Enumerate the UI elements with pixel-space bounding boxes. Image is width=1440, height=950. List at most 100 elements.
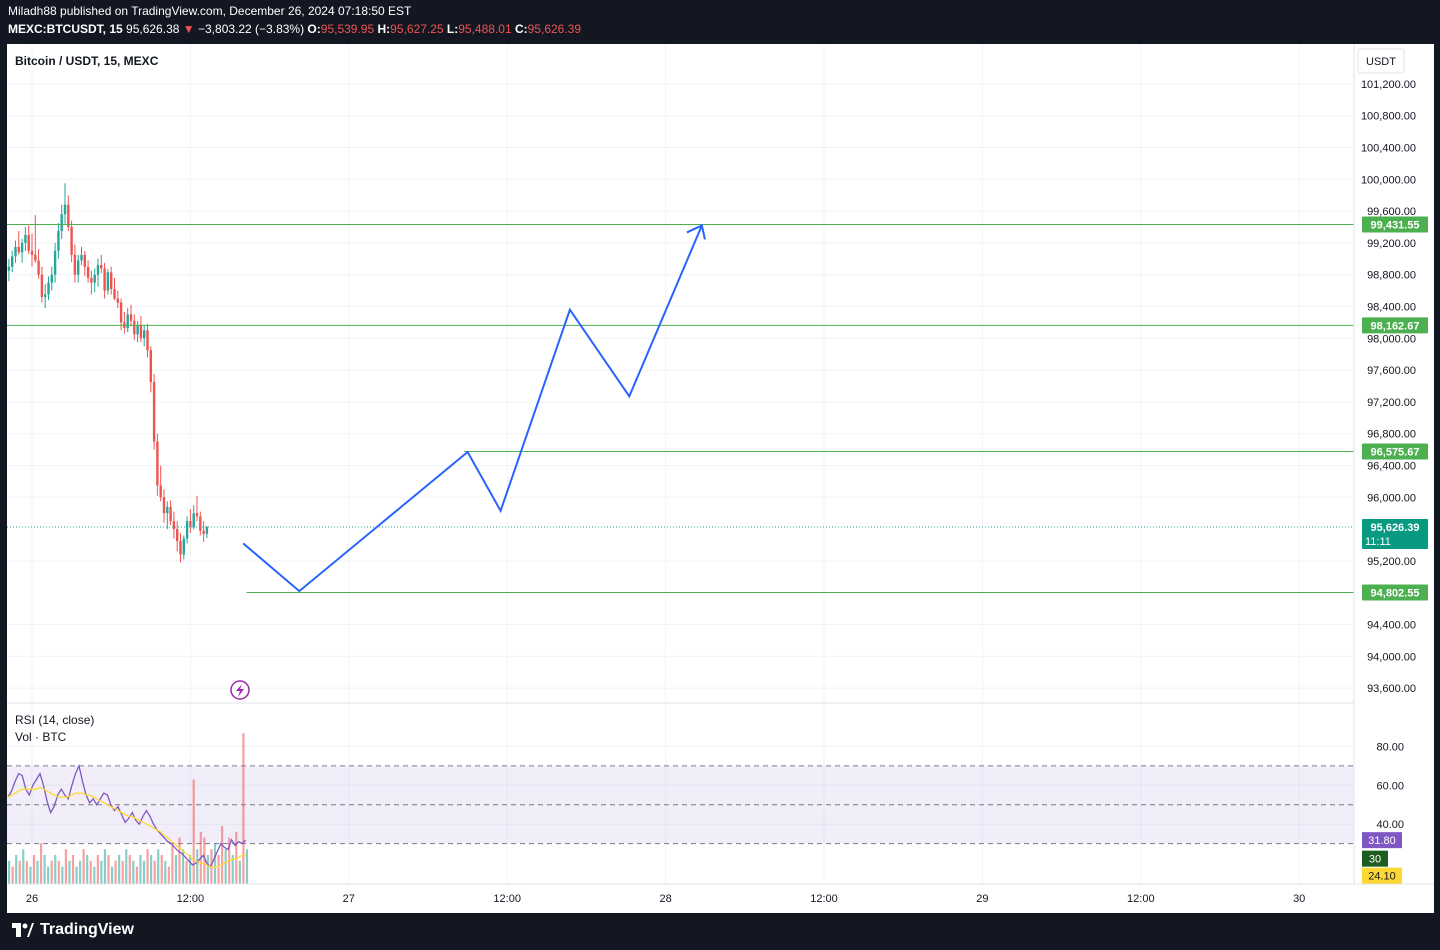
rsi-axis-label: 80.00 [1376,741,1404,753]
volume-bar [68,860,71,884]
currency-button[interactable] [1357,48,1405,74]
volume-bar [128,855,131,884]
volume-bar [185,860,188,884]
level-price-tag [1362,317,1428,334]
volume-bar [75,866,78,884]
volume-bar [32,855,36,884]
chart-canvas[interactable]: 101,200.00 100,800.00 100,400.00 100,000.00… [5,44,1434,913]
volume-bar [242,733,245,884]
volume-bar [96,855,99,884]
price-axis-label: 100,400.00 [1361,143,1416,155]
projection-path[interactable] [242,225,703,593]
lightning-icon[interactable] [230,680,250,700]
open-value: 95,539.95 [320,22,375,36]
volume-bar [189,855,192,884]
current-price-label: 95,626.39 [1371,522,1420,534]
candle-body [166,506,169,514]
volume-bar [142,860,146,884]
current-price-tag [1362,519,1428,550]
volume-bar [18,860,21,884]
candle-body [93,274,96,283]
candle-body [113,289,116,299]
candle-body [30,250,34,255]
time-axis-label: 12:00 [493,893,521,905]
candle-body [50,274,53,283]
candle-body [67,204,70,227]
volume-bar [213,843,217,884]
volume-bar [118,855,121,884]
candle-body [44,294,47,297]
volume-bar [43,855,46,884]
volume-bar [89,860,92,884]
volume-bar [167,866,170,884]
volume-bar [231,855,234,884]
candle-body [189,521,192,528]
volume-bar [64,849,67,884]
publish-info: Miladh88 published on TradingView.com, D… [8,4,412,18]
price-axis-label: 95,200.00 [1367,556,1416,568]
candle-body [205,527,209,534]
volume-bar [36,860,39,884]
candle-body [169,506,172,522]
candle-body [106,272,110,291]
volume-bar [171,843,174,884]
volume-bar [39,843,43,884]
level-price-label: 94,802.55 [1371,587,1420,599]
price-axis-label: 98,800.00 [1367,270,1416,282]
volume-bar [139,855,142,884]
rsi-ma-label: 24.10 [1368,871,1396,883]
rsi-ma-tag [1362,867,1402,884]
time-axis-label: 26 [26,893,38,905]
candle-body [192,513,195,528]
volume-bar [196,849,199,884]
chart-title: Bitcoin / USDT, 15, MEXC [15,54,159,68]
time-axis-label: 28 [659,893,671,905]
candle-body [126,314,129,328]
level-price-label: 96,575.67 [1371,447,1420,459]
level-price-tag [1362,443,1428,460]
tradingview-icon [12,923,34,937]
candle-body [195,513,199,517]
tradingview-logo[interactable]: TradingView [12,921,134,939]
price-axis-label: 96,800.00 [1367,429,1416,441]
time-axis-label: 30 [1293,893,1305,905]
volume-bar [217,855,220,884]
candle-body [159,485,162,498]
projection-arrowhead [686,223,706,240]
candle-body [96,265,100,275]
close-value: 95,626.39 [527,22,582,36]
volume-bar [71,855,75,884]
high-label: H: [377,22,391,36]
candle-body [143,330,146,339]
candle-body [146,330,149,351]
candle-body [53,250,57,275]
volume-legend: Vol · BTC [15,730,67,744]
chart-panel[interactable]: 101,200.00 100,800.00 100,400.00 100,000.00… [5,44,1434,913]
volume-bar [203,837,206,884]
volume-bar [125,849,128,884]
candle-body [57,230,60,251]
volume-bar [100,860,103,884]
rsi-axis-label: 40.00 [1376,819,1404,831]
candle-body [83,254,86,267]
down-arrow-icon: ▼ [182,22,195,36]
candle-body [149,350,152,383]
price-axis-label: 98,400.00 [1367,302,1416,314]
candle-body [176,529,179,542]
candle-body [17,246,20,253]
volume-bar [178,837,181,884]
candle-body [20,242,24,253]
volume-bar [238,860,241,884]
volume-bar [103,849,107,884]
rsi-value-label: 31.80 [1368,835,1396,847]
rsi-band [7,765,1354,844]
candle-body [77,260,80,275]
volume-bar [47,866,50,884]
volume-bar [93,866,96,884]
rsi-line [7,763,247,869]
candle-body [182,538,185,555]
volume-bar [79,860,82,884]
volume-bar [15,855,18,884]
price-axis-label: 101,200.00 [1361,79,1416,91]
volume-bar [160,855,163,884]
